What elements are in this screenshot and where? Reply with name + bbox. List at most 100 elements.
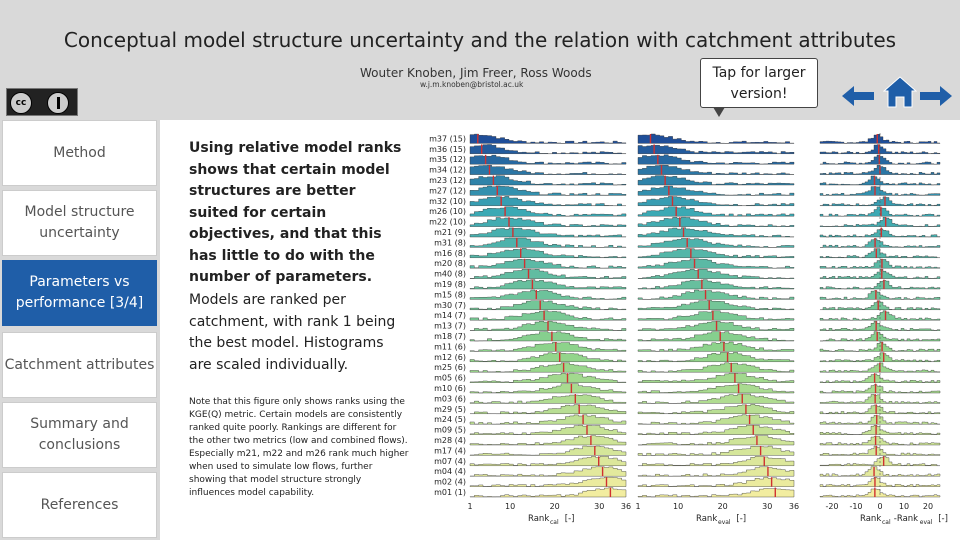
histogram-row [637,238,795,248]
histogram-row [469,144,627,154]
row-label: m19 (8) [434,280,466,289]
row-label: m18 (7) [434,332,466,341]
histogram-row [469,394,627,404]
attribution-icon [47,92,69,114]
axis-label-subscript: eval [718,519,731,526]
histogram-row [469,175,627,186]
tick-label: 30 [594,502,604,511]
menu-item-method[interactable]: Method [2,120,157,186]
tick-label: -10 [849,502,862,511]
row-label: m36 (15) [429,145,466,154]
histogram-row [637,185,795,196]
histogram-row [469,414,627,425]
histogram-row [469,466,627,477]
axis-label-unit: [-] [938,514,948,524]
histogram-row [469,237,627,248]
arrow-right-icon[interactable] [920,84,952,108]
histogram-row [637,165,795,175]
tick-label: 10 [505,502,515,511]
histogram-row [637,373,795,383]
cc-icon: cc [10,92,32,114]
row-label: m13 (7) [434,322,466,331]
histogram-row [469,269,627,279]
axis-label-subscript: cal [882,519,891,526]
figure-note: Note that this figure only shows ranks u… [189,397,409,498]
row-label: m05 (6) [434,374,466,383]
arrow-left-icon[interactable] [842,84,874,108]
histogram-row [637,154,795,165]
menu-item-model-structure-uncertainty[interactable]: Model structure uncertainty [2,190,157,256]
histogram-row [637,310,795,321]
histogram-row [819,290,941,300]
row-label: m34 (12) [429,166,466,175]
row-label: m17 (4) [434,446,466,455]
row-label: m27 (12) [429,186,466,195]
main-statement: Using relative model ranks shows that ce… [189,140,402,285]
histogram-row [637,175,795,186]
axis-label-mid: -Rank [894,514,918,524]
histogram-row [637,289,795,300]
histogram-row [469,165,627,175]
histogram-row [637,445,795,456]
histogram-row [637,362,795,373]
histogram-row [469,425,627,435]
tap-larger-version-callout[interactable]: Tap for larger version! [700,58,818,117]
histogram-row [637,477,795,487]
tick-label: 20 [718,502,728,511]
row-label: m35 (12) [429,155,466,164]
ranking-explanation: Models are ranked per catchment, with ra… [189,292,396,373]
histogram-row [469,487,627,498]
row-label: m31 (8) [434,238,466,247]
row-label: m25 (6) [434,363,466,372]
histogram-row [637,217,795,227]
histogram-row [637,414,795,425]
rank-histogram-figure[interactable]: m37 (15) m36 (15)m35 (12) m34 (12)m23 (12)… [420,125,950,537]
home-icon[interactable] [883,76,917,108]
histogram-row [637,145,795,154]
histogram-row [469,259,627,269]
histogram-row [637,331,795,342]
row-label: m09 (5) [434,426,466,435]
row-label: m26 (10) [429,207,466,216]
histogram-row [637,383,795,394]
row-label: m28 (4) [434,436,466,445]
tick-label: 0 [877,502,882,511]
histogram-row [637,488,795,498]
menu-item-summary-and-conclusions[interactable]: Summary and conclusions [2,402,157,468]
histogram-row [469,435,627,446]
row-label: m22 (10) [429,218,466,227]
axis-label-unit: [-] [565,514,575,524]
histogram-row [469,217,627,227]
tick-label: 10 [673,502,683,511]
histogram-row [469,206,627,217]
row-label: m16 (8) [434,249,466,258]
menu-item-catchment-attributes[interactable]: Catchment attributes [2,332,157,398]
row-label: m12 (6) [434,353,466,362]
row-label: m02 (4) [434,478,466,487]
histogram-row [637,269,795,279]
row-label: m32 (10) [429,197,466,206]
tick-label: 30 [762,502,772,511]
page-title: Conceptual model structure uncertainty a… [63,28,897,52]
histogram-row [469,279,627,290]
histogram-row [469,227,627,238]
histogram-row [637,196,795,206]
row-label: m14 (7) [434,311,466,320]
row-label: m01 (1) [434,488,466,497]
histogram-row [469,383,627,394]
histogram-row [819,259,941,269]
menu-item-parameters-vs-performance[interactable]: Parameters vs performance [3/4] [2,260,157,326]
menu-item-references[interactable]: References [2,472,157,538]
tick-label: 1 [635,502,640,511]
histogram-row [637,466,795,477]
email: w.j.m.knoben@bristol.ac.uk [420,80,524,89]
tick-label: 36 [621,502,631,511]
histogram-row [469,248,627,258]
tick-label: 36 [789,502,799,511]
license-badge[interactable]: cc [6,88,78,116]
histogram-row [637,341,795,352]
histogram-row [637,258,795,269]
row-label: m07 (4) [434,457,466,466]
tick-label: 1 [467,502,472,511]
row-label: m30 (7) [434,301,466,310]
